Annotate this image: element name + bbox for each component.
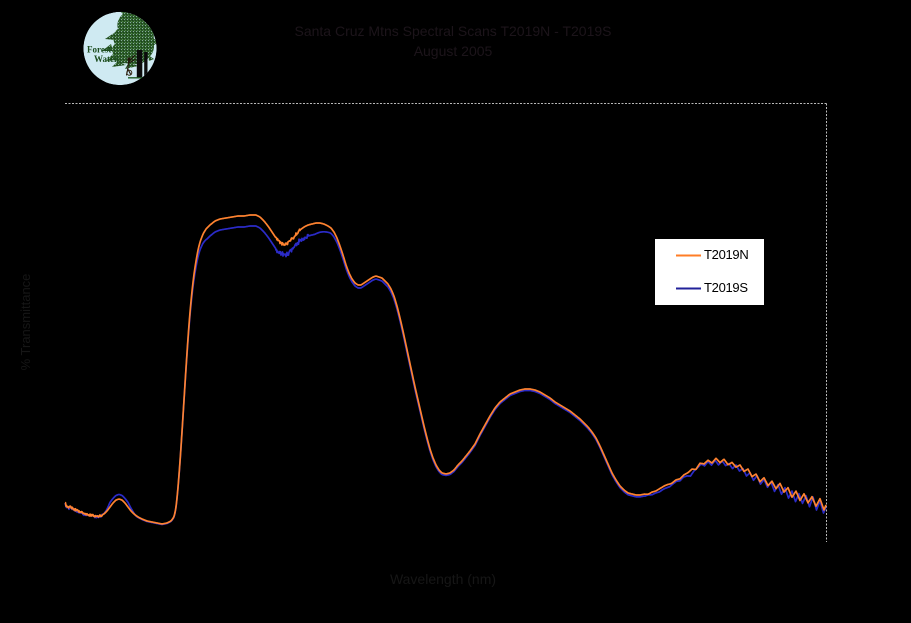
svg-text:T2019S: T2019S bbox=[704, 280, 748, 295]
svg-text:Watch: Watch bbox=[94, 54, 119, 64]
svg-text:T2019N: T2019N bbox=[704, 247, 748, 262]
svg-text:August 2005: August 2005 bbox=[414, 43, 493, 59]
svg-text:Santa Cruz Mtns Spectral Scans: Santa Cruz Mtns Spectral Scans T2019N - … bbox=[295, 23, 612, 39]
svg-text:Forest: Forest bbox=[87, 45, 111, 55]
svg-text:% Transmittance: % Transmittance bbox=[18, 274, 33, 371]
svg-text:Wavelength (nm): Wavelength (nm) bbox=[390, 571, 496, 587]
